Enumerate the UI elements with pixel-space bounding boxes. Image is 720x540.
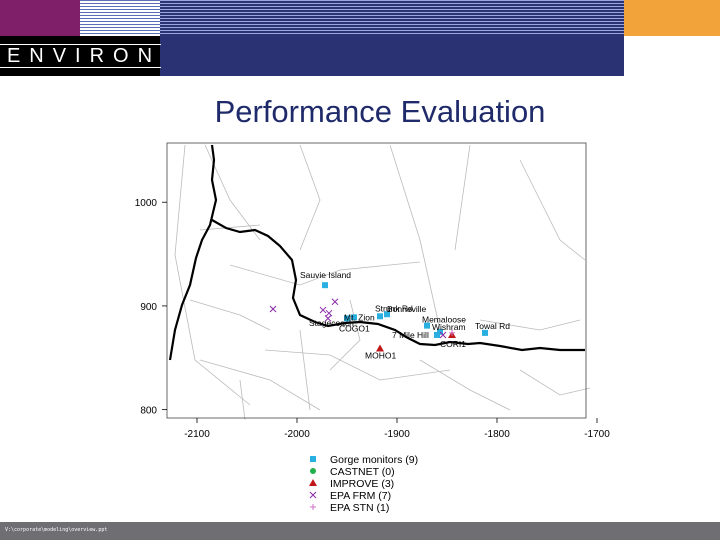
x-axis-labels: -2100 -2000 -1900 -1800 -1700 <box>184 429 610 440</box>
site-label: Strunk Rd <box>375 303 413 313</box>
site-marker <box>424 322 430 329</box>
site-marker <box>351 314 357 321</box>
legend-marker <box>310 504 316 510</box>
site-marker <box>449 329 455 336</box>
site-label: Towal Rd <box>475 321 510 331</box>
site-label: Wishram <box>432 322 466 332</box>
site-label: MOHO1 <box>365 350 396 360</box>
site-label: 7 Mile Hill <box>392 330 429 340</box>
legend-marker <box>310 468 316 474</box>
slide-title: Performance Evaluation <box>214 94 546 129</box>
site-label: Bonneville <box>387 304 426 314</box>
legend-label: Gorge monitors (9) <box>330 454 418 466</box>
columbia-river <box>211 219 585 352</box>
header-orange-block <box>624 0 720 36</box>
site-marker <box>322 282 328 289</box>
axis-ticks <box>162 201 598 423</box>
site-label: Sauvie Island <box>300 270 351 280</box>
site-label: COGO1 <box>339 323 370 333</box>
header-purple-block <box>0 0 80 36</box>
x-tick-label: -1900 <box>384 429 410 440</box>
brand-logo-text: ENVIRON <box>0 44 162 68</box>
site-label: Mt. Zion <box>344 312 375 322</box>
x-tick-label: -2000 <box>284 429 310 440</box>
site-marker <box>437 328 443 335</box>
legend-label: EPA FRM (7) <box>330 490 391 502</box>
site-label: Memaloose <box>422 315 466 325</box>
site-marker <box>269 305 277 313</box>
y-axis-labels: 1000 900 800 <box>135 198 158 416</box>
legend-label: IMPROVE (3) <box>330 478 394 490</box>
coastline <box>168 144 218 361</box>
header-striped-block <box>80 0 160 36</box>
site-marker <box>324 315 332 322</box>
site-marker <box>384 311 390 318</box>
site-marker <box>376 344 384 352</box>
site-marker <box>434 331 440 338</box>
header-bar: ENVIRON <box>0 0 720 76</box>
legend-marker <box>309 491 317 499</box>
brand-logo: ENVIRON <box>0 36 162 76</box>
x-tick-label: -1700 <box>584 429 610 440</box>
site-marker <box>344 315 350 322</box>
site-marker <box>331 298 339 306</box>
header-stripe-overlay <box>160 0 624 36</box>
footer-path: V:\corporate\modeling\overview.ppt <box>5 527 108 533</box>
y-tick-label: 800 <box>140 406 157 417</box>
map-frame <box>166 142 587 419</box>
y-tick-label: 1000 <box>135 198 158 209</box>
x-tick-label: -2100 <box>184 429 210 440</box>
legend-label: EPA STN (1) <box>330 502 389 514</box>
legend-marker <box>309 479 317 486</box>
x-tick-label: -1800 <box>484 429 510 440</box>
site-marker <box>482 329 488 336</box>
footer-bar <box>0 522 720 540</box>
site-label: Stagecoach <box>309 318 354 328</box>
legend-marker <box>310 456 316 462</box>
map-boundaries <box>174 144 591 421</box>
site-marker <box>325 309 333 317</box>
site-marker <box>319 306 327 314</box>
site-label: CORI1 <box>440 339 466 349</box>
site-marker <box>377 313 383 320</box>
site-markers <box>269 282 488 352</box>
y-tick-label: 900 <box>140 302 157 313</box>
site-marker <box>439 331 447 339</box>
legend-label: CASTNET (0) <box>330 466 395 478</box>
legend: Gorge monitors (9)CASTNET (0)IMPROVE (3)… <box>309 454 418 514</box>
